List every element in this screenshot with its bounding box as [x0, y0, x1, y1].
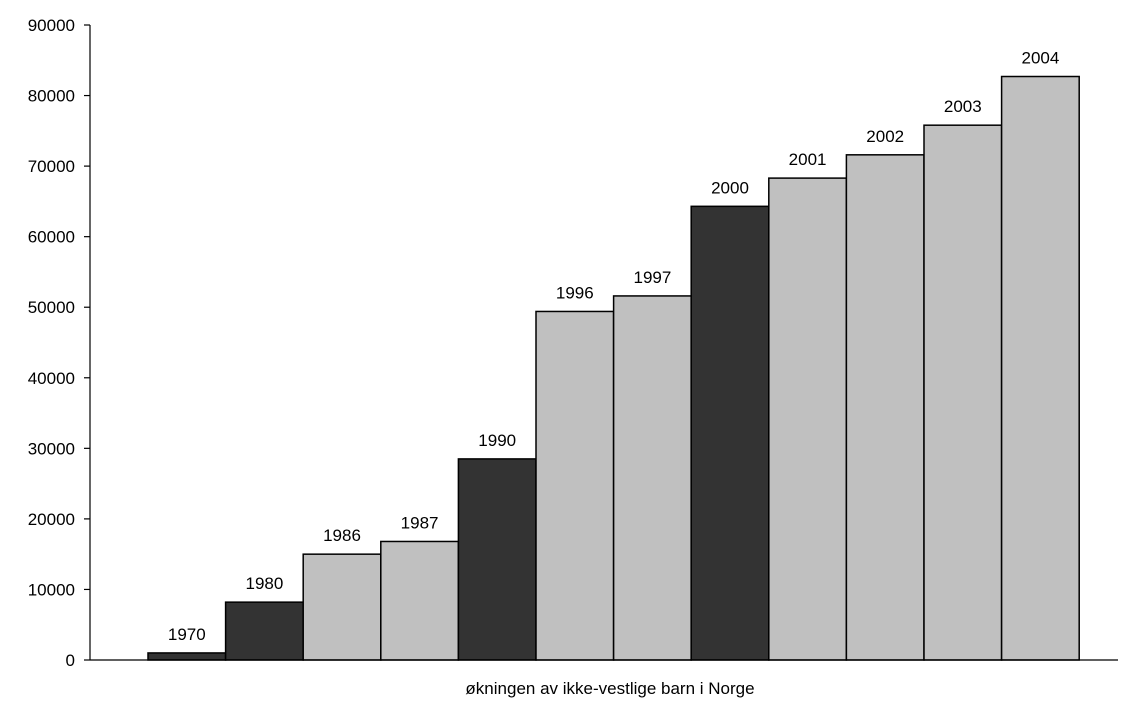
y-tick-label: 30000: [28, 439, 75, 458]
bar-label-2001: 2001: [789, 150, 827, 169]
bar-2003: [923, 124, 1003, 661]
x-axis-title: økningen av ikke-vestlige barn i Norge: [465, 679, 754, 698]
bar-1987: [380, 540, 460, 661]
y-tick-label: 20000: [28, 510, 75, 529]
y-tick-label: 50000: [28, 298, 75, 317]
bar-1990: [457, 458, 537, 661]
bar-label-2003: 2003: [944, 97, 982, 116]
bar-label-1980: 1980: [245, 574, 283, 593]
bar-1980: [224, 601, 304, 661]
bar-1970: [147, 652, 227, 661]
bar-2001: [768, 177, 848, 661]
y-tick-label: 10000: [28, 580, 75, 599]
y-tick-label: 80000: [28, 87, 75, 106]
bar-1986: [302, 553, 382, 661]
bar-label-1990: 1990: [478, 431, 516, 450]
bar-1996: [535, 310, 615, 661]
y-axis: 0 10000 20000 30000 40000 50000 60000 70000 8000…: [28, 16, 91, 670]
bar-label-2000: 2000: [711, 178, 749, 197]
bar-label-1996: 1996: [556, 283, 594, 302]
bar-label-1986: 1986: [323, 526, 361, 545]
bar-label-1997: 1997: [633, 268, 671, 287]
bar-label-1987: 1987: [401, 513, 439, 532]
y-tick-label: 60000: [28, 228, 75, 247]
bars: [147, 75, 1080, 661]
bar-label-2004: 2004: [1021, 49, 1059, 68]
bar-2004: [1000, 75, 1080, 661]
y-tick-label: 0: [66, 651, 75, 670]
bar-1997: [612, 295, 692, 661]
bar-label-1970: 1970: [168, 625, 206, 644]
bar-2002: [845, 154, 925, 661]
bar-label-2002: 2002: [866, 127, 904, 146]
y-tick-label: 90000: [28, 16, 75, 35]
bar-labels: 1970 1980 1986 1987 1990 1996 1997 2000 2001 2002…: [168, 49, 1059, 644]
y-tick-label: 70000: [28, 157, 75, 176]
y-tick-label: 40000: [28, 369, 75, 388]
bar-2000: [690, 205, 770, 661]
